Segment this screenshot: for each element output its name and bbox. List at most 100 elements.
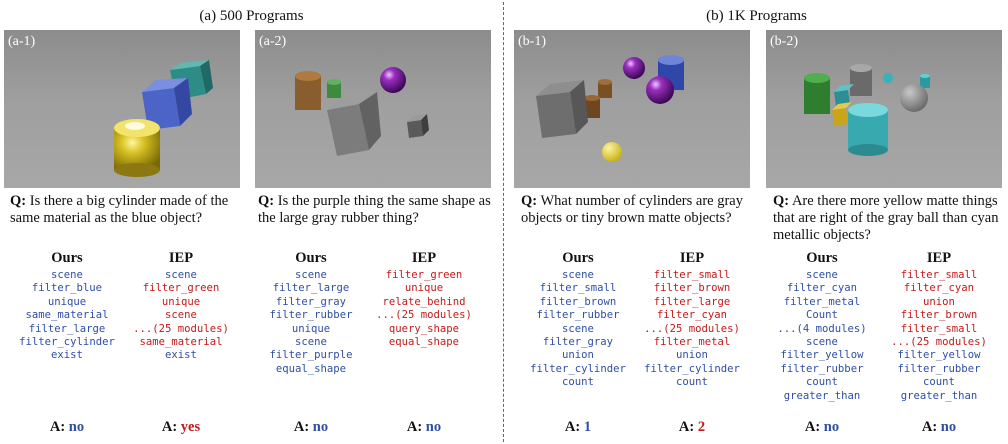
green-cylinder <box>804 73 830 114</box>
gray-cube <box>536 80 588 138</box>
module-item: exist <box>165 349 197 362</box>
module-item: count <box>562 376 594 389</box>
module-item: filter_brown <box>539 295 617 308</box>
module-item: query_shape <box>388 322 460 335</box>
question-b2: Q: Are there more yellow matte things th… <box>773 193 999 243</box>
module-item: filter_rubber <box>780 362 864 375</box>
module-item: filter_green <box>385 269 463 281</box>
header-500-programs: (a) 500 Programs <box>199 8 304 24</box>
gray-ball <box>900 84 928 112</box>
module-item: filter_small <box>900 269 978 281</box>
gray-cube-large <box>327 92 381 156</box>
module-item: filter_gray <box>542 336 614 349</box>
module-item: scene <box>295 269 327 281</box>
question-a1: Q: Is there a big cylinder made of the s… <box>10 193 229 226</box>
scene-image-b1: (b-1) <box>514 30 750 188</box>
module-item: ...(25 modules) <box>891 336 987 349</box>
section-divider <box>503 2 504 442</box>
module-item: unique <box>47 295 87 308</box>
answer-iep-a2: A: no <box>406 419 442 435</box>
module-item: same_material <box>25 309 109 322</box>
module-item: union <box>923 295 955 308</box>
module-item: scene <box>562 269 594 281</box>
cyan-sphere-small <box>883 73 893 83</box>
module-item: ...(25 modules) <box>133 322 229 335</box>
panel-label: (b-2) <box>770 34 798 49</box>
module-item: filter_metal <box>653 336 731 349</box>
blue-cube <box>142 78 192 130</box>
module-item: filter_purple <box>269 349 353 362</box>
module-item: filter_cylinder <box>644 362 740 375</box>
gray-metal-cylinder <box>850 64 872 96</box>
module-item: equal_shape <box>388 336 460 349</box>
yellow-sphere <box>602 142 622 162</box>
module-item: scene <box>165 309 197 322</box>
module-item: scene <box>165 269 197 281</box>
module-item: greater_than <box>900 389 978 402</box>
module-item: filter_cyan <box>903 282 975 295</box>
module-item: unique <box>291 322 331 335</box>
module-item: filter_brown <box>653 282 731 295</box>
ours-program-b1: Ours scene filter_small filter_brown filter_… <box>519 250 637 390</box>
module-item: filter_cylinder <box>19 336 115 349</box>
purple-sphere <box>380 67 406 93</box>
answer-ours-a1: A: no <box>49 419 85 435</box>
module-item: union <box>562 349 594 362</box>
module-item: filter_yellow <box>897 349 981 362</box>
module-item: unique <box>161 295 201 308</box>
module-item: scene <box>562 322 594 335</box>
module-item: exist <box>51 349 83 362</box>
scene-image-b2: (b-2) <box>766 30 1002 188</box>
module-item: equal_shape <box>275 362 347 375</box>
gray-cube-small <box>407 114 429 138</box>
brown-cylinder-back <box>598 79 612 98</box>
module-item: filter_rubber <box>897 362 981 375</box>
cyan-cylinder-small <box>920 74 930 88</box>
panel-label: (a-1) <box>8 34 36 49</box>
iep-program-a1: IEP scene filter_green unique scene ...(25 mo… <box>122 250 240 363</box>
answer-ours-b2: A: no <box>804 419 840 435</box>
module-item: unique <box>404 282 444 295</box>
iep-program-b1: IEP filter_small filter_brown filter_large f… <box>633 250 751 390</box>
green-cylinder <box>327 79 341 98</box>
module-item: filter_yellow <box>780 349 864 362</box>
cyan-cube <box>834 84 854 106</box>
module-item: scene <box>51 269 83 281</box>
module-item: filter_blue <box>31 282 103 295</box>
module-item: filter_brown <box>900 309 978 322</box>
brown-cylinder <box>295 71 321 110</box>
answer-iep-b2: A: no <box>921 419 957 435</box>
purple-sphere-front <box>646 76 674 104</box>
question-a2: Q: Is the purple thing the same shape as… <box>258 193 491 226</box>
yellow-cube <box>832 102 852 126</box>
module-item: union <box>676 349 708 362</box>
ours-program-b2: Ours scene filter_cyan filter_metal Count...… <box>763 250 881 403</box>
scene-image-a2: (a-2) <box>255 30 491 188</box>
module-item: ...(25 modules) <box>376 309 472 322</box>
answer-iep-a1: A: yes <box>161 419 201 435</box>
ours-program-a1: Ours scene filter_blue unique same_material f… <box>8 250 126 363</box>
panel-label: (a-2) <box>259 34 287 49</box>
answer-ours-b1: A: 1 <box>564 419 592 435</box>
module-item: filter_cyan <box>786 282 858 295</box>
purple-sphere-back <box>623 57 645 79</box>
answer-iep-b1: A: 2 <box>678 419 706 435</box>
module-item: ...(4 modules) <box>777 322 867 335</box>
module-item: filter_large <box>28 322 106 335</box>
module-item: filter_small <box>900 322 978 335</box>
answer-ours-a2: A: no <box>293 419 329 435</box>
module-item: Count <box>806 309 838 322</box>
module-item: scene <box>295 336 327 349</box>
module-item: relate_behind <box>382 295 466 308</box>
question-b1: Q: What number of cylinders are gray obj… <box>521 193 743 226</box>
module-item: ...(25 modules) <box>644 322 740 335</box>
scene-image-a1: (a-1) <box>4 30 240 188</box>
panel-label: (b-1) <box>518 34 546 49</box>
module-item: filter_small <box>539 282 617 295</box>
module-item: same_material <box>139 336 223 349</box>
module-item: filter_small <box>653 269 731 281</box>
module-item: scene <box>806 336 838 349</box>
header-1k-programs: (b) 1K Programs <box>706 8 807 24</box>
iep-program-b2: IEP filter_small filter_cyan union filter_br… <box>880 250 998 403</box>
cyan-cylinder-large <box>848 103 888 156</box>
